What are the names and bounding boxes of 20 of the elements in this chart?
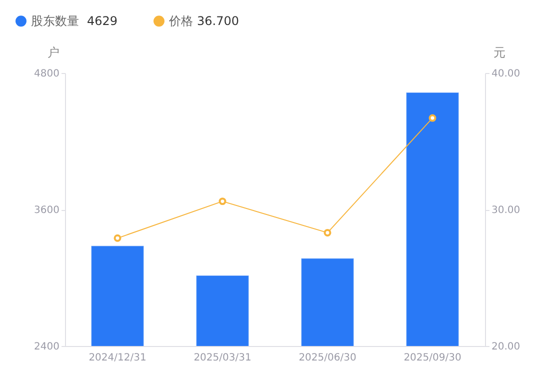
x-tick-label: 2024/12/31 <box>88 352 146 364</box>
point <box>428 114 436 122</box>
point <box>218 198 226 206</box>
point <box>114 234 122 242</box>
text: 36.700 <box>196 14 239 28</box>
x-tick-label: 2025/06/30 <box>298 352 356 364</box>
y2-axis-title: 元 <box>494 46 506 60</box>
y2-tick-label: 20.00 <box>492 342 520 352</box>
y2-tick-label: 30.00 <box>492 205 520 216</box>
point <box>324 228 332 236</box>
legend-label: 价格 <box>168 14 193 28</box>
y-tick-label: 3600 <box>34 205 60 216</box>
y2-tick-label: 40.00 <box>492 68 520 80</box>
text: 4629 <box>87 14 118 28</box>
y-tick-label: 4800 <box>34 68 60 80</box>
x-tick-label: 2025/09/30 <box>404 352 462 364</box>
y-axis-title: 户 <box>48 46 60 60</box>
x-tick-label: 2025/03/31 <box>194 352 252 364</box>
legend-label: 股东数量 <box>31 14 79 28</box>
y-tick-label: 2400 <box>34 342 60 352</box>
